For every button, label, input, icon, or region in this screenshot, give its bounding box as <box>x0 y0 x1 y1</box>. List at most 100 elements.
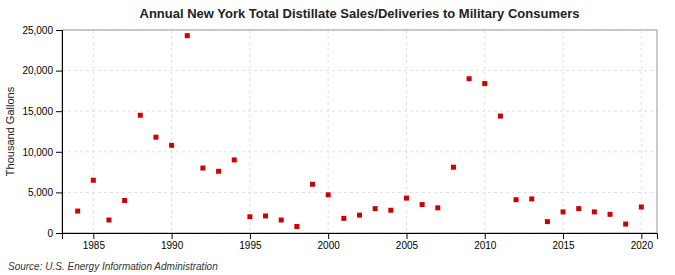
tick: 1990 <box>161 233 184 251</box>
tick-mark <box>485 233 486 239</box>
point <box>435 205 440 210</box>
point <box>310 182 315 187</box>
point <box>75 209 80 214</box>
tick-mark <box>641 233 642 239</box>
tick-label: 2005 <box>396 240 419 251</box>
tick-label: 2015 <box>552 240 575 251</box>
point <box>153 135 158 140</box>
point <box>529 196 534 201</box>
point <box>576 206 581 211</box>
tick-label: 5,000 <box>28 187 53 198</box>
y-axis: 0 5,000 10,000 15,000 20,000 25,000 <box>22 25 62 239</box>
tick-mark <box>93 233 94 239</box>
point <box>294 224 299 229</box>
tick-label: 20,000 <box>22 65 53 76</box>
point <box>498 114 503 119</box>
tick-label: 10,000 <box>22 147 53 158</box>
tick-label: 2010 <box>474 240 497 251</box>
tick-mark <box>56 30 62 31</box>
point <box>341 216 346 221</box>
tick-mark <box>56 71 62 72</box>
grid-line <box>641 30 642 233</box>
point <box>404 196 409 201</box>
grid-line <box>62 151 657 152</box>
tick: 5,000 <box>28 187 62 198</box>
tick-label: 1990 <box>161 240 184 251</box>
grid-line <box>93 30 94 233</box>
point <box>263 213 268 218</box>
point <box>451 165 456 170</box>
tick: 2015 <box>552 233 575 251</box>
point <box>561 209 566 214</box>
tick: 25,000 <box>22 25 62 36</box>
point <box>482 81 487 86</box>
tick-label: 2000 <box>318 240 341 251</box>
tick: 1995 <box>239 233 262 251</box>
point <box>232 157 237 162</box>
tick-label: 2020 <box>631 240 654 251</box>
grid-line <box>328 30 329 233</box>
tick-label: 0 <box>47 228 53 239</box>
point <box>623 222 628 227</box>
point <box>106 218 111 223</box>
grid <box>62 30 657 233</box>
chart: 1985 1990 1995 2000 2005 2010 2015 2020 0 5,000 10… <box>0 0 675 275</box>
grid-line <box>171 30 172 233</box>
point <box>200 166 205 171</box>
tick: 15,000 <box>22 106 62 117</box>
tick: 2005 <box>396 233 419 251</box>
tick-label: 25,000 <box>22 25 53 36</box>
point <box>388 208 393 213</box>
tick-mark <box>328 233 329 239</box>
tick: 2020 <box>631 233 654 251</box>
tick: 20,000 <box>22 65 62 76</box>
point <box>357 213 362 218</box>
plot: 1985 1990 1995 2000 2005 2010 2015 2020 0 5,000 10… <box>22 25 657 251</box>
point <box>326 192 331 197</box>
point <box>169 143 174 148</box>
tick: 10,000 <box>22 147 62 158</box>
point <box>216 169 221 174</box>
point <box>420 202 425 207</box>
point <box>91 178 96 183</box>
source: Source: U.S. Energy Information Administ… <box>8 261 218 272</box>
point <box>122 198 127 203</box>
point <box>514 197 519 202</box>
point <box>639 205 644 210</box>
grid-line <box>249 30 250 233</box>
axis-line <box>56 31 63 234</box>
tick-mark <box>56 111 62 112</box>
tick-label: 1995 <box>239 240 262 251</box>
x-axis: 1985 1990 1995 2000 2005 2010 2015 2020 <box>63 233 658 251</box>
grid-line <box>484 30 485 233</box>
point <box>608 212 613 217</box>
point <box>138 113 143 118</box>
plot-frame <box>62 30 657 233</box>
point <box>545 219 550 224</box>
tick-label: 15,000 <box>22 106 53 117</box>
grid-line <box>406 30 407 233</box>
tick-mark <box>56 192 62 193</box>
grid-line <box>563 30 564 233</box>
tick: 1985 <box>83 233 106 251</box>
y-axis-title: Thousand Gallons <box>4 86 16 176</box>
tick-mark <box>56 152 62 153</box>
point <box>373 206 378 211</box>
point <box>592 209 597 214</box>
grid-line <box>62 192 657 193</box>
grid-line <box>62 70 657 71</box>
tick-mark <box>406 233 407 239</box>
tick-mark <box>250 233 251 239</box>
tick-mark <box>563 233 564 239</box>
tick: 2010 <box>474 233 497 251</box>
point <box>279 218 284 223</box>
point <box>247 214 252 219</box>
point <box>185 33 190 38</box>
tick-mark <box>172 233 173 239</box>
title: Annual New York Total Distillate Sales/D… <box>140 6 580 21</box>
tick: 0 <box>47 228 62 239</box>
tick: 2000 <box>318 233 341 251</box>
tick-mark <box>56 233 62 234</box>
axis-line <box>63 234 658 240</box>
tick-label: 1985 <box>83 240 106 251</box>
